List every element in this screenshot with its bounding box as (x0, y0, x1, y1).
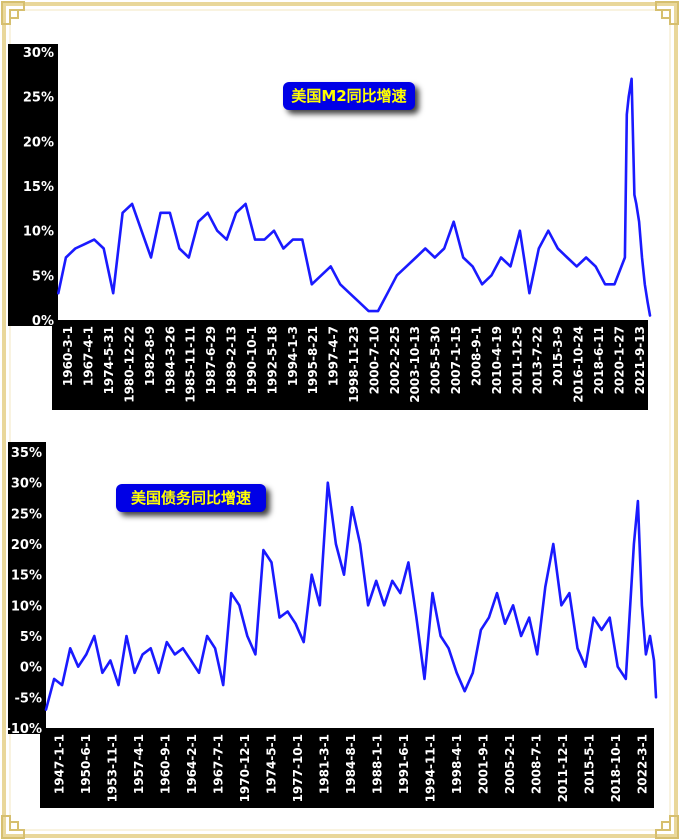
m2-y-axis-bg (8, 44, 58, 326)
m2-y-tick-label: 30% (23, 46, 54, 61)
debt-x-tick-label: 1977-10-1 (291, 734, 305, 802)
m2-x-tick-label: 2021-9-13 (633, 326, 647, 394)
debt-x-tick-label: 2018-10-1 (609, 734, 623, 802)
debt-x-axis-bg (40, 728, 654, 808)
m2-x-tick-label: 2020-1-27 (612, 326, 626, 394)
debt-x-tick-label: 1964-2-1 (185, 734, 199, 794)
m2-y-tick-label: 20% (23, 135, 54, 150)
m2-x-tick-label: 1990-10-1 (245, 326, 259, 394)
m2-x-tick-label: 2000-7-10 (367, 326, 381, 394)
debt-chart-title: 美国债务同比增速 (116, 484, 266, 512)
m2-x-tick-label: 1992-5-18 (265, 326, 279, 394)
debt-y-tick-label: 30% (11, 477, 42, 492)
m2-x-tick-label: 1980-12-22 (122, 326, 136, 403)
debt-x-tick-label: 2011-12-1 (556, 734, 570, 802)
m2-x-tick-label: 1967-4-1 (82, 326, 96, 386)
debt-y-tick-label: 5% (20, 630, 42, 645)
debt-x-tick-label: 2022-3-1 (636, 734, 650, 794)
m2-x-tick-label: 2018-6-11 (592, 326, 606, 394)
debt-x-tick-label: 1991-6-1 (397, 734, 411, 794)
m2-x-tick-label: 1974-5-31 (102, 326, 116, 394)
m2-x-tick-label: 2003-10-13 (408, 326, 422, 403)
m2-x-tick-label: 1985-11-11 (184, 326, 198, 403)
m2-series-line (57, 77, 652, 317)
m2-y-tick-label: 0% (32, 314, 54, 329)
debt-y-tick-label: 10% (11, 599, 42, 614)
m2-x-tick-label: 2016-10-24 (572, 326, 586, 403)
debt-y-tick-label: 0% (20, 661, 42, 676)
debt-x-tick-label: 1947-1-1 (52, 734, 66, 794)
m2-x-tick-label: 1987-6-29 (204, 326, 218, 394)
m2-growth-chart: 0% 5% 10% 15% 20% 25% 30% 1960-3-1 1967-4-1 1974-… (8, 44, 652, 410)
debt-x-tick-label: 1970-12-1 (238, 734, 252, 802)
debt-x-tick-label: 2001-9-1 (477, 734, 491, 794)
m2-x-tick-label: 2007-1-15 (449, 326, 463, 394)
debt-x-tick-label: 1967-7-1 (211, 734, 225, 794)
debt-x-tick-label: 1953-11-1 (105, 734, 119, 802)
debt-x-tick-label: 1988-1-1 (371, 734, 385, 794)
m2-y-tick-label: 25% (23, 91, 54, 106)
m2-chart-title: 美国M2同比增速 (283, 82, 415, 110)
m2-x-tick-label: 2005-5-30 (429, 326, 443, 394)
m2-x-tick-label: 2013-7-22 (531, 326, 545, 394)
m2-y-tick-label: 15% (23, 180, 54, 195)
m2-x-tick-label: 1997-4-7 (327, 326, 341, 386)
debt-x-tick-label: 2008-7-1 (530, 734, 544, 794)
m2-x-tick-label: 2010-4-19 (490, 326, 504, 394)
m2-x-tick-label: 1998-11-23 (347, 326, 361, 403)
debt-y-tick-label: 15% (11, 569, 42, 584)
debt-x-tick-label: 2005-2-1 (503, 734, 517, 794)
debt-x-tick-label: 1981-3-1 (317, 734, 331, 794)
m2-x-tick-label: 1982-8-9 (143, 326, 157, 386)
debt-x-tick-label: 2015-5-1 (583, 734, 597, 794)
debt-x-tick-label: 1974-5-1 (264, 734, 278, 794)
m2-x-tick-label: 2015-3-9 (551, 326, 565, 386)
m2-y-tick-label: 10% (23, 225, 54, 240)
debt-x-tick-label: 1960-9-1 (158, 734, 172, 794)
debt-x-tick-label: 1950-6-1 (79, 734, 93, 794)
debt-y-tick-label: -10% (5, 722, 42, 737)
m2-x-tick-label: 1994-1-3 (286, 326, 300, 386)
m2-y-tick-label: 5% (32, 269, 54, 284)
m2-x-tick-label: 1984-3-26 (163, 326, 177, 394)
m2-x-tick-label: 1989-2-13 (225, 326, 239, 394)
m2-chart-svg: 0% 5% 10% 15% 20% 25% 30% 1960-3-1 1967-4-1 1974-… (8, 44, 652, 410)
m2-x-tick-label: 2002-2-25 (388, 326, 402, 394)
debt-y-tick-label: 25% (11, 507, 42, 522)
debt-y-axis-bg (8, 442, 46, 734)
debt-x-tick-label: 1957-4-1 (132, 734, 146, 794)
m2-x-tick-label: 2008-9-1 (469, 326, 483, 386)
debt-x-tick-label: 1998-4-1 (450, 734, 464, 794)
m2-x-tick-label: 1960-3-1 (61, 326, 75, 386)
m2-x-axis-bg (52, 320, 648, 410)
debt-x-tick-label: 1984-8-1 (344, 734, 358, 794)
debt-y-tick-label: 35% (11, 446, 42, 461)
debt-series-line (44, 481, 658, 711)
debt-y-tick-label: 20% (11, 538, 42, 553)
debt-y-tick-label: -5% (15, 691, 42, 706)
debt-x-tick-label: 1994-11-1 (424, 734, 438, 802)
m2-x-tick-label: 2011-12-5 (510, 326, 524, 394)
m2-x-tick-label: 1995-8-21 (306, 326, 320, 394)
